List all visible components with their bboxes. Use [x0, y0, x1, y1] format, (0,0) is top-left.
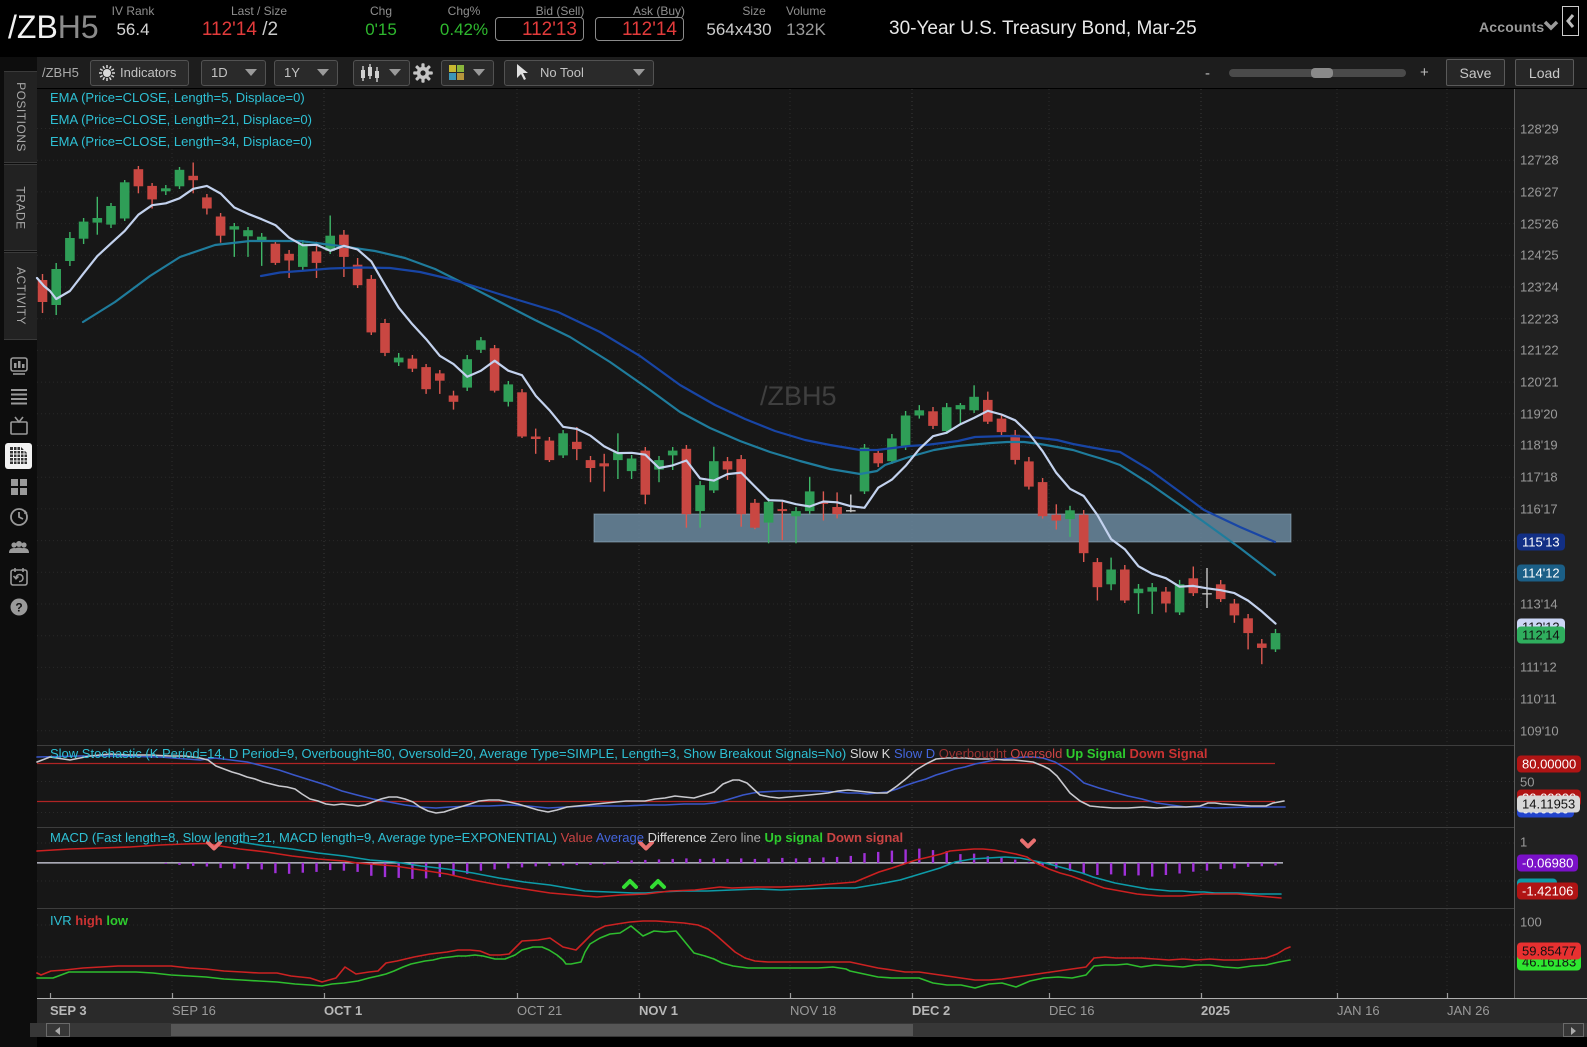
svg-text:/ZBH5: /ZBH5	[760, 381, 837, 411]
svg-text:?: ?	[15, 601, 22, 615]
